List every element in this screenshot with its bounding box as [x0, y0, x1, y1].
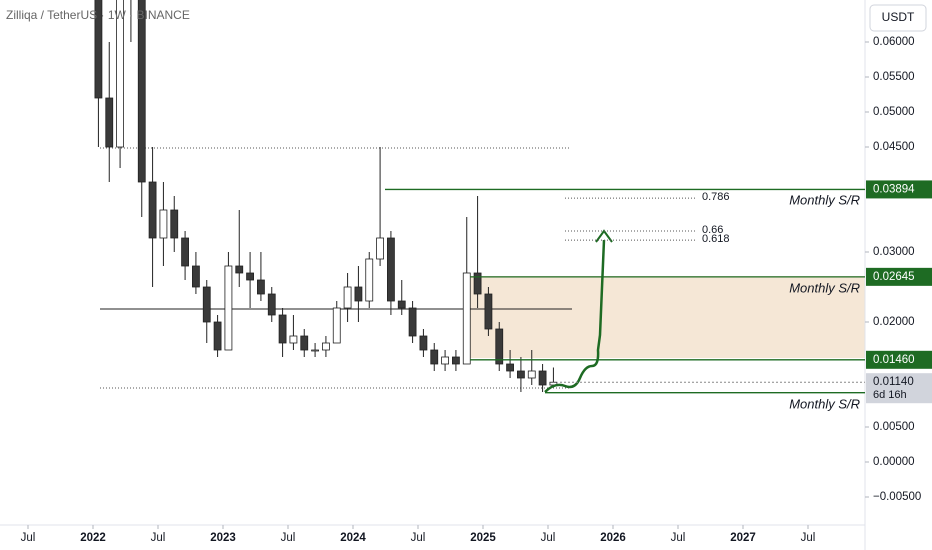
- candle-body: [506, 363, 514, 372]
- level-label: 0.03894: [873, 183, 915, 195]
- candle-body: [397, 300, 406, 309]
- fib-label: 0.786: [702, 191, 730, 203]
- x-tick-label: 2024: [340, 532, 366, 544]
- candle-body: [159, 209, 168, 239]
- x-tick-label: Jul: [801, 532, 816, 544]
- candle-body: [354, 286, 363, 302]
- candle-body: [289, 335, 298, 344]
- candle-body: [202, 286, 211, 323]
- candle-body: [473, 272, 482, 295]
- candle-body: [387, 237, 395, 302]
- candle-body: [484, 293, 493, 330]
- level-tag: [866, 180, 932, 199]
- candle-body: [148, 181, 157, 239]
- x-tick-label: 2022: [80, 532, 106, 544]
- x-tick-label: 2023: [210, 532, 236, 544]
- level-label: 0.02645: [873, 271, 915, 283]
- candle-body: [224, 265, 233, 351]
- sr-label: Monthly S/R: [789, 396, 860, 411]
- candle-body: [213, 321, 222, 351]
- candle-body: [430, 349, 439, 365]
- candle-body: [181, 237, 189, 267]
- y-tick-label: 0.05000: [873, 106, 915, 118]
- level-tag: [866, 267, 932, 286]
- candle-body: [278, 314, 287, 344]
- candle-body: [116, 0, 124, 148]
- candle-body: [192, 265, 200, 288]
- y-tick-label: 0.06000: [873, 36, 915, 48]
- fib-label: 0.66: [702, 224, 723, 236]
- candle-body: [452, 356, 460, 365]
- last-price-label: 0.01140: [873, 376, 914, 388]
- y-tick-label: 0.03000: [873, 246, 915, 258]
- candle-body: [257, 279, 265, 295]
- y-tick-label: 0.00500: [873, 421, 915, 433]
- candle-body: [441, 356, 449, 365]
- candle-body: [408, 307, 417, 337]
- x-tick-label: Jul: [671, 532, 686, 544]
- candle-body: [419, 335, 428, 351]
- fib-label: 0.618: [702, 233, 730, 245]
- level-tag: [866, 350, 932, 369]
- chart-title: Zilliqa / TetherUS · 1W · BINANCE: [6, 8, 190, 22]
- candle-body: [527, 370, 536, 379]
- candle-body: [246, 272, 254, 281]
- candle-body: [235, 265, 244, 274]
- zone: [470, 276, 865, 358]
- y-tick-label: 0.05500: [873, 71, 915, 83]
- candle-body: [300, 335, 309, 351]
- currency-button[interactable]: [869, 4, 927, 32]
- candle-body: [495, 328, 504, 365]
- x-tick-label: Jul: [21, 532, 36, 544]
- y-tick-label: −0.00500: [873, 491, 921, 503]
- candle-body: [343, 286, 352, 309]
- y-tick-label: 0.04500: [873, 141, 915, 153]
- x-tick-label: 2027: [730, 532, 756, 544]
- candle-body: [267, 293, 276, 316]
- candles: [94, 0, 558, 392]
- candle-body: [170, 209, 179, 239]
- y-tick-label: 0.00000: [873, 456, 915, 468]
- x-tick-label: Jul: [281, 532, 296, 544]
- candle-body: [322, 342, 330, 351]
- candle-body: [332, 307, 341, 344]
- x-tick-label: Jul: [541, 532, 556, 544]
- x-tick-label: 2025: [470, 532, 496, 544]
- candle-body: [538, 370, 547, 386]
- last-price-tag: [866, 373, 932, 404]
- level-label: 0.01460: [873, 354, 915, 366]
- candle-body: [137, 0, 146, 183]
- countdown: 6d 16h: [873, 389, 907, 401]
- projection: [544, 239, 606, 393]
- x-tick-label: 2026: [600, 532, 626, 544]
- x-tick-label: Jul: [411, 532, 426, 544]
- sr-label: Monthly S/R: [789, 192, 860, 207]
- y-tick-label: 0.02000: [873, 316, 915, 328]
- candle-body: [376, 237, 384, 260]
- candle-body: [311, 349, 319, 352]
- candle-body: [94, 0, 103, 99]
- candle-body: [517, 370, 525, 379]
- candle-body: [462, 272, 471, 365]
- candle-body: [365, 258, 374, 302]
- x-tick-label: Jul: [151, 532, 166, 544]
- currency[interactable]: USDT: [882, 10, 915, 24]
- sr-label: Monthly S/R: [789, 280, 860, 295]
- candle-body: [105, 97, 114, 148]
